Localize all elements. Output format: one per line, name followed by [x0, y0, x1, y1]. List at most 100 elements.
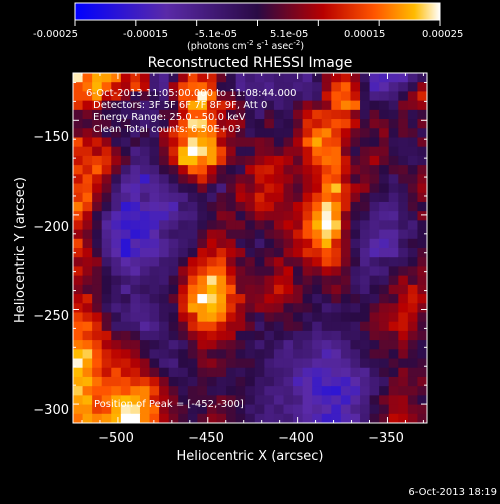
heatmap-cell: [379, 82, 390, 93]
heatmap-cell: [111, 73, 122, 83]
heatmap-cell: [130, 312, 141, 323]
heatmap-cell: [350, 220, 361, 231]
heatmap-cell: [293, 275, 304, 286]
heatmap-cell: [302, 109, 313, 120]
heatmap-cell: [398, 321, 409, 332]
heatmap-cell: [283, 238, 294, 249]
heatmap-cell: [417, 146, 427, 157]
heatmap-cell: [398, 73, 409, 83]
heatmap-cell: [388, 73, 399, 83]
heatmap-cell: [206, 91, 218, 102]
heatmap-cell: [168, 128, 179, 139]
heatmap-cell: [302, 284, 313, 295]
heatmap-cell: [130, 367, 141, 378]
heatmap-cell: [273, 340, 285, 350]
heatmap-cell: [178, 211, 189, 221]
heatmap-cell: [168, 174, 179, 185]
heatmap-cell: [379, 165, 390, 175]
heatmap-cell: [226, 404, 237, 415]
heatmap-cell: [245, 395, 256, 406]
heatmap-cell: [360, 330, 371, 341]
heatmap-cell: [245, 257, 256, 268]
heatmap-cell: [283, 404, 294, 415]
heatmap-cell: [331, 257, 342, 268]
heatmap-cell: [369, 229, 380, 240]
heatmap-cell: [120, 376, 132, 387]
heatmap-cell: [245, 349, 256, 360]
heatmap-cell: [168, 211, 179, 221]
heatmap-cell: [264, 358, 275, 369]
heatmap-cell: [293, 303, 304, 314]
heatmap-cell: [331, 109, 342, 120]
heatmap-cell: [293, 100, 304, 111]
heatmap-cell: [369, 146, 380, 157]
heatmap-cell: [168, 192, 179, 203]
heatmap-cell: [235, 321, 246, 332]
heatmap-cell: [101, 275, 112, 286]
heatmap-cell: [101, 183, 112, 194]
heatmap-cell: [293, 413, 304, 423]
heatmap-cell: [178, 174, 189, 185]
heatmap-cell: [302, 330, 313, 341]
heatmap-cell: [159, 146, 170, 157]
heatmap-cell: [139, 229, 151, 240]
colorbar-unit-label: (photons cm-2 s-1 asec-2): [187, 39, 304, 52]
heatmap-cell: [139, 155, 151, 166]
heatmap-cell: [350, 257, 361, 268]
heatmap-cell: [101, 91, 112, 102]
heatmap-cell: [321, 82, 332, 93]
heatmap-cell: [197, 386, 208, 396]
heatmap-cell: [264, 165, 275, 175]
heatmap-cell: [369, 303, 380, 314]
heatmap-cell: [178, 248, 189, 258]
heatmap-cell: [235, 201, 246, 212]
heatmap-cell: [159, 248, 170, 258]
heatmap-cell: [159, 386, 170, 396]
heatmap-cell: [178, 358, 189, 369]
heatmap-cell: [264, 312, 275, 323]
heatmap-cell: [312, 238, 323, 249]
heatmap-cell: [283, 248, 294, 258]
heatmap-cell: [360, 386, 371, 396]
heatmap-cell: [331, 367, 342, 378]
heatmap-cell: [159, 73, 170, 83]
heatmap-cell: [235, 386, 246, 396]
heatmap-cell: [130, 211, 141, 221]
heatmap-cell: [206, 128, 218, 139]
heatmap-cell: [264, 404, 275, 415]
heatmap-cell: [92, 266, 103, 277]
heatmap-cell: [388, 367, 399, 378]
heatmap-cell: [168, 229, 179, 240]
heatmap-cell: [350, 386, 361, 396]
heatmap-cell: [273, 192, 285, 203]
heatmap-cell: [130, 82, 141, 93]
heatmap-cell: [331, 73, 342, 83]
heatmap-cell: [245, 303, 256, 314]
heatmap-cell: [206, 146, 218, 157]
heatmap-cell: [293, 238, 304, 249]
heatmap-cell: [283, 312, 294, 323]
heatmap-cell: [168, 275, 179, 286]
heatmap-cell: [264, 413, 275, 423]
heatmap-cell: [273, 413, 285, 423]
heatmap-cell: [273, 229, 285, 240]
heatmap-cell: [417, 128, 427, 139]
heatmap-cell: [340, 340, 352, 350]
heatmap-cell: [398, 128, 409, 139]
heatmap-cell: [139, 376, 151, 387]
heatmap-cell: [178, 294, 189, 304]
heatmap-cell: [111, 211, 122, 221]
heatmap-cell: [159, 303, 170, 314]
heatmap-cell: [302, 238, 313, 249]
heatmap-cell: [101, 312, 112, 323]
heatmap-cell: [293, 386, 304, 396]
heatmap-cell: [369, 109, 380, 120]
heatmap-cell: [197, 146, 208, 157]
heatmap-cell: [139, 119, 151, 129]
heatmap-cell: [388, 192, 399, 203]
heatmap-cell: [101, 238, 112, 249]
heatmap-cell: [398, 330, 409, 341]
heatmap-cell: [360, 340, 371, 350]
heatmap-cell: [360, 165, 371, 175]
heatmap-cell: [264, 174, 275, 185]
